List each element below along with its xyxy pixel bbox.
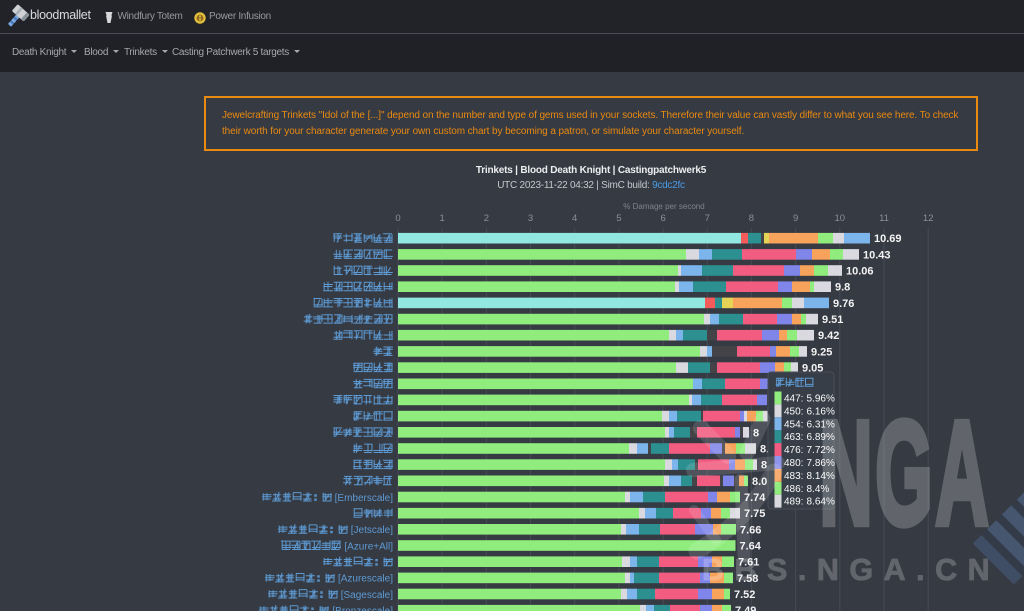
svg-text:1: 1 <box>440 213 445 224</box>
svg-text:0: 0 <box>395 213 400 224</box>
svg-text:G: G <box>875 390 933 556</box>
svg-text:6.16%: 6.16% <box>807 406 835 417</box>
svg-text:486:: 486: <box>784 484 803 495</box>
svg-text:5.96%: 5.96% <box>807 394 835 405</box>
svg-text:454:: 454: <box>784 419 803 430</box>
svg-text:[Azure+All]: [Azure+All] <box>344 541 393 552</box>
svg-text:10.69: 10.69 <box>874 233 902 245</box>
svg-text:7.75: 7.75 <box>744 508 765 520</box>
svg-text:8.0: 8.0 <box>752 476 767 488</box>
svg-text:7.72%: 7.72% <box>807 445 835 456</box>
svg-text:9.76: 9.76 <box>833 298 854 310</box>
svg-text:8.64%: 8.64% <box>807 497 835 508</box>
svg-text:12: 12 <box>923 213 934 224</box>
svg-text:[Jetscale]: [Jetscale] <box>351 525 393 536</box>
svg-text:3: 3 <box>528 213 533 224</box>
svg-text:10: 10 <box>835 213 846 224</box>
svg-text:7.49: 7.49 <box>735 605 756 611</box>
svg-text:9.25: 9.25 <box>811 346 832 358</box>
svg-text:10.06: 10.06 <box>846 266 874 278</box>
svg-text:6.89%: 6.89% <box>807 432 835 443</box>
svg-text:9.8: 9.8 <box>835 282 850 294</box>
svg-text:2: 2 <box>484 213 489 224</box>
svg-text:N: N <box>819 390 872 556</box>
svg-text:7.86%: 7.86% <box>807 458 835 469</box>
svg-text:6: 6 <box>660 213 665 224</box>
svg-text:7.58: 7.58 <box>737 573 758 585</box>
svg-text:8.: 8. <box>760 444 769 456</box>
svg-text:4: 4 <box>572 213 577 224</box>
svg-text:7.52: 7.52 <box>734 589 755 601</box>
svg-text:8: 8 <box>749 213 754 224</box>
svg-text:480:: 480: <box>784 458 803 469</box>
svg-text:483:: 483: <box>784 471 803 482</box>
svg-text:450:: 450: <box>784 406 803 417</box>
svg-text:5: 5 <box>616 213 621 224</box>
svg-text:BBS.NGA.CN: BBS.NGA.CN <box>702 553 1000 587</box>
svg-text:7.66: 7.66 <box>740 524 761 536</box>
svg-text:489:: 489: <box>784 497 803 508</box>
svg-text:6.31%: 6.31% <box>807 419 835 430</box>
svg-text:8.: 8. <box>761 460 770 472</box>
svg-text:7: 7 <box>705 213 710 224</box>
svg-text:% Damage per second: % Damage per second <box>623 202 704 211</box>
svg-text:[Sagescale]: [Sagescale] <box>341 590 393 601</box>
svg-text:A: A <box>935 390 988 556</box>
svg-text:8: 8 <box>753 427 759 439</box>
svg-text:476:: 476: <box>784 445 803 456</box>
svg-text:9: 9 <box>793 213 798 224</box>
svg-text:7.74: 7.74 <box>744 492 766 504</box>
svg-text:8.14%: 8.14% <box>807 471 835 482</box>
svg-text:447:: 447: <box>784 394 803 405</box>
svg-text:9.42: 9.42 <box>818 330 839 342</box>
svg-text:463:: 463: <box>784 432 803 443</box>
svg-text:[Bronzescale]: [Bronzescale] <box>332 606 393 611</box>
svg-text:[Emberscale]: [Emberscale] <box>335 493 394 504</box>
svg-text:[Azurescale]: [Azurescale] <box>338 574 393 585</box>
svg-text:9.51: 9.51 <box>822 314 843 326</box>
svg-text:7.61: 7.61 <box>738 557 759 569</box>
svg-text:10.43: 10.43 <box>863 249 891 261</box>
svg-text:8.4%: 8.4% <box>807 484 830 495</box>
svg-text:11: 11 <box>879 213 889 224</box>
svg-text:7.64: 7.64 <box>740 541 762 553</box>
